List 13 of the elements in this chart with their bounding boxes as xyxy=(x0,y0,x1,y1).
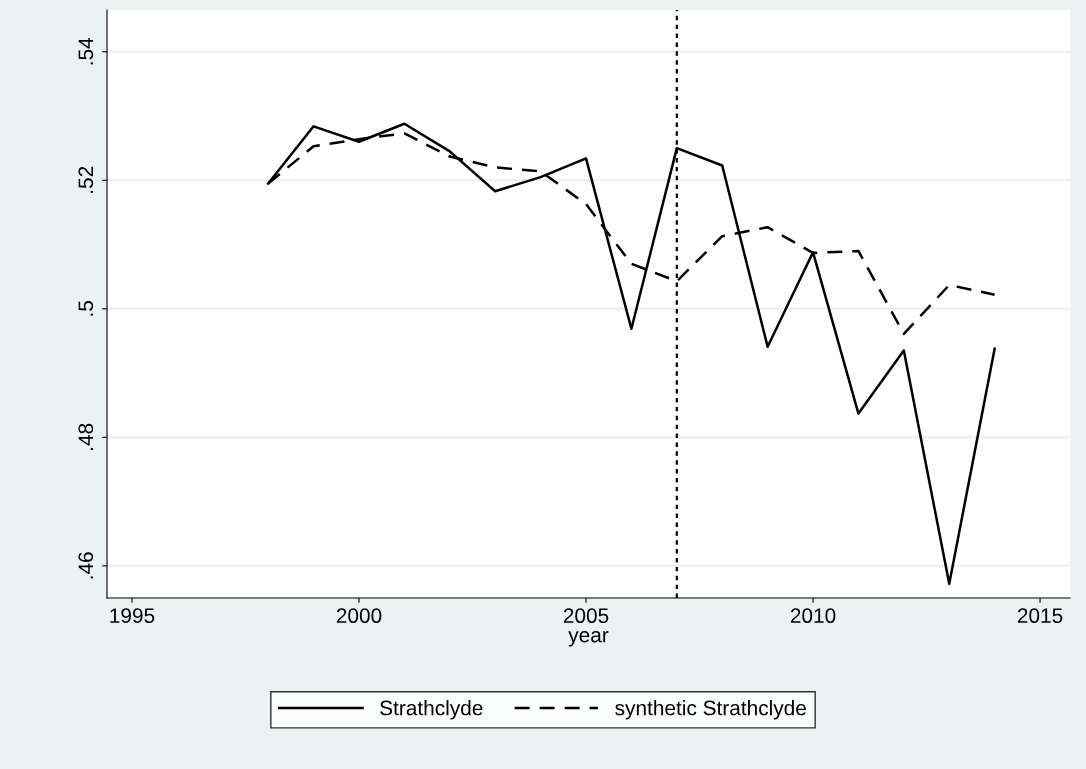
x-axis-title: year xyxy=(568,631,609,647)
y-tick-label: .5 xyxy=(78,301,94,316)
y-tick-label: .46 xyxy=(78,552,94,579)
y-tick-label: .52 xyxy=(78,166,94,193)
legend-label: Strathclyde xyxy=(380,700,483,720)
legend-label: synthetic Strathclyde xyxy=(615,700,806,720)
x-tick-label: 1995 xyxy=(110,608,155,624)
x-tick-label: 2015 xyxy=(1017,608,1063,624)
x-tick-label: 2000 xyxy=(336,608,382,624)
y-tick-label: .48 xyxy=(78,423,94,450)
x-tick-label: 2010 xyxy=(790,608,836,624)
y-tick-label: .54 xyxy=(78,37,94,65)
x-tick-label: 2005 xyxy=(563,608,609,624)
